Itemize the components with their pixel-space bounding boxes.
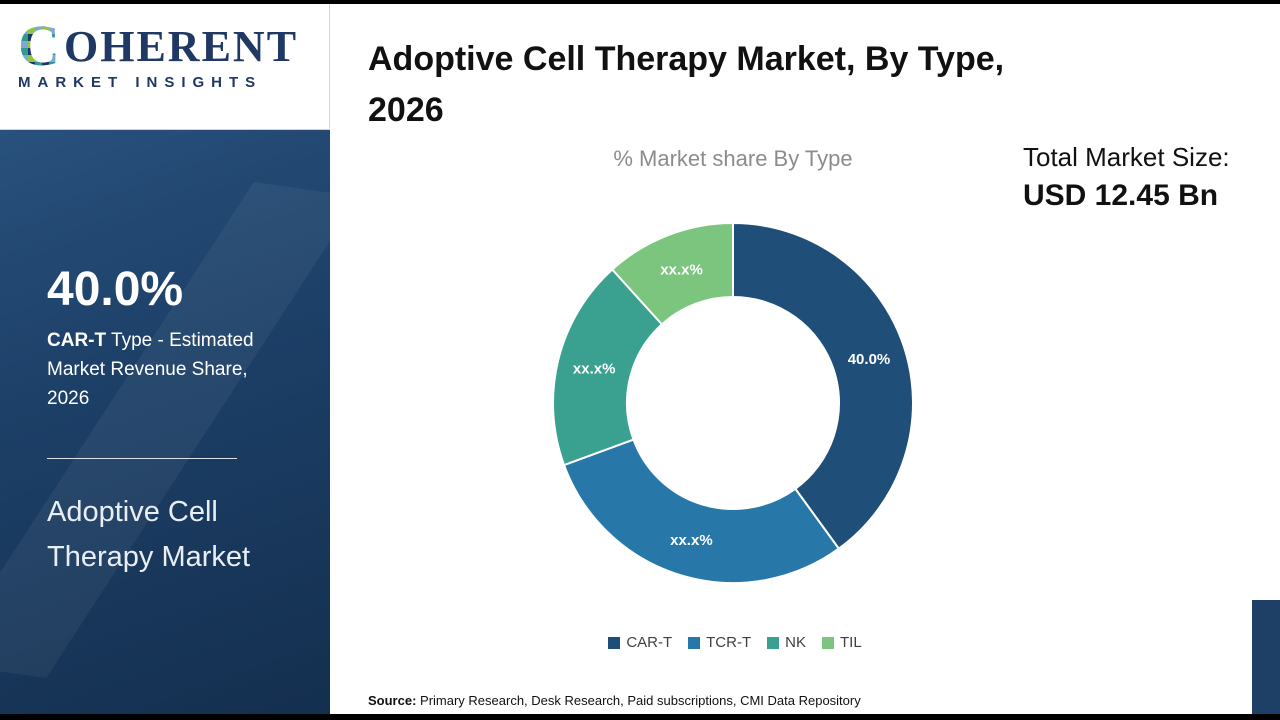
legend-swatch-tcr-t [688, 636, 701, 649]
stat-label-bold: CAR-T [47, 330, 107, 351]
logo-mosaic-c-icon: C [18, 20, 60, 72]
donut-slice-til [610, 221, 734, 326]
corner-accent-bar [1252, 600, 1280, 714]
total-market-size-block: Total Market Size: USD 12.45 Bn [1023, 142, 1263, 213]
legend-label-nk: NK [785, 634, 806, 651]
slice-label-til: xx.x% [660, 262, 703, 279]
source-line: Source: Primary Research, Desk Research,… [368, 693, 1228, 708]
donut-slice-car-t [732, 221, 914, 551]
brand-name: OHERENT [64, 22, 299, 71]
slice-label-nk: xx.x% [573, 361, 616, 378]
stat-label-rest: Type - Estimated Market Revenue Share, 2… [47, 330, 254, 409]
legend-item-nk: NK [767, 634, 806, 651]
slice-label-car-t: 40.0% [848, 351, 891, 368]
page-title: Adoptive Cell Therapy Market, By Type, 2… [368, 40, 1005, 129]
legend-item-tcr-t: TCR-T [688, 634, 751, 651]
legend-item-til: TIL [821, 634, 862, 651]
brand-wordmark: C OHERENT [14, 20, 329, 72]
donut-chart: 40.0% xx.x% xx.x% xx.x% [552, 221, 914, 584]
slice-label-tcr-t: xx.x% [670, 532, 713, 549]
top-border-strip [0, 0, 1280, 4]
legend-label-tcr-t: TCR-T [706, 634, 752, 651]
legend-label-car-t: CAR-T [626, 634, 673, 651]
legend-swatch-nk [767, 636, 780, 649]
bottom-border-strip [0, 714, 1280, 720]
chart-legend: CAR-T TCR-T NK TIL [543, 634, 927, 651]
legend-item-car-t: CAR-T [608, 634, 672, 651]
legend-swatch-car-t [608, 636, 621, 649]
total-market-size-value: USD 12.45 Bn [1023, 179, 1219, 212]
legend-label-til: TIL [839, 634, 862, 651]
donut-slice-nk [552, 268, 664, 467]
highlight-stat-description: CAR-T Type - Estimated Market Revenue Sh… [47, 326, 285, 413]
sidebar-divider [47, 458, 237, 459]
market-name: Adoptive Cell Therapy Market [47, 496, 251, 573]
donut-slice-tcr-t [562, 438, 841, 584]
logo-initial: C [18, 20, 60, 72]
sidebar: C OHERENT MARKET INSIGHTS 40.0% CAR-T Ty… [0, 4, 330, 714]
legend-swatch-til [821, 636, 834, 649]
highlight-stat-value: 40.0% [47, 263, 184, 316]
source-label: Source: [368, 693, 417, 708]
sidebar-panel: 40.0% CAR-T Type - Estimated Market Reve… [0, 130, 330, 714]
brand-subtitle: MARKET INSIGHTS [18, 74, 263, 91]
brand-logo: C OHERENT MARKET INSIGHTS [0, 4, 330, 130]
source-text: Primary Research, Desk Research, Paid su… [416, 693, 861, 708]
chart-subtitle: % Market share By Type [613, 146, 853, 171]
total-market-size-label: Total Market Size: [1023, 142, 1230, 172]
